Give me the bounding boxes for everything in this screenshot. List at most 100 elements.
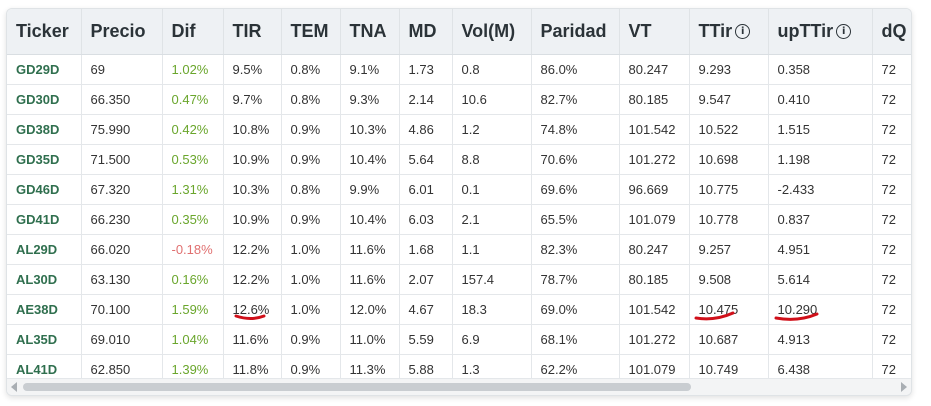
cell-paridad: 69.6% — [531, 174, 620, 205]
cell-ticker: AL35D — [7, 324, 82, 355]
cell-tir: 10.9% — [223, 204, 282, 235]
cell-tir: 12.6% — [223, 294, 282, 325]
cell-upttir: 10.290 — [768, 294, 873, 325]
cell-tir: 12.2% — [223, 264, 282, 295]
cell-tna: 11.0% — [340, 324, 400, 355]
cell-md: 6.01 — [399, 174, 453, 205]
cell-precio: 66.020 — [81, 234, 163, 265]
cell-vt: 80.247 — [619, 234, 690, 265]
cell-tem: 1.0% — [281, 264, 341, 295]
cell-dif: 0.42% — [162, 114, 224, 145]
info-icon[interactable]: i — [735, 24, 751, 39]
cell-tir: 10.9% — [223, 144, 282, 175]
cell-vt: 101.272 — [619, 144, 690, 175]
col-header-dq[interactable]: dQ — [872, 9, 911, 55]
cell-vt: 96.669 — [619, 174, 690, 205]
cell-upttir: -2.433 — [768, 174, 873, 205]
cell-upttir: 4.913 — [768, 324, 873, 355]
cell-ttir: 9.508 — [689, 264, 769, 295]
cell-md: 2.07 — [399, 264, 453, 295]
col-header-md[interactable]: MD — [399, 9, 453, 55]
cell-tir: 9.7% — [223, 84, 282, 115]
cell-paridad: 65.5% — [531, 204, 620, 235]
table-row[interactable]: AL35D 69.010 1.04% 11.6% 0.9% 11.0% 5.59 6.9 68.… — [7, 324, 911, 355]
cell-dif: 1.31% — [162, 174, 224, 205]
cell-vol: 0.1 — [452, 174, 532, 205]
cell-upttir: 1.515 — [768, 114, 873, 145]
cell-ticker: GD46D — [7, 174, 82, 205]
col-header-ttir[interactable]: TTir i — [689, 9, 769, 55]
cell-tem: 0.9% — [281, 204, 341, 235]
cell-upttir: 5.614 — [768, 264, 873, 295]
cell-paridad: 82.7% — [531, 84, 620, 115]
cell-paridad: 74.8% — [531, 114, 620, 145]
cell-vol: 1.2 — [452, 114, 532, 145]
cell-vol: 18.3 — [452, 294, 532, 325]
col-header-ticker[interactable]: Ticker — [7, 9, 82, 55]
cell-md: 4.67 — [399, 294, 453, 325]
cell-paridad: 78.7% — [531, 264, 620, 295]
cell-tem: 0.8% — [281, 54, 341, 85]
cell-tir: 10.3% — [223, 174, 282, 205]
table-row[interactable]: GD35D 71.500 0.53% 10.9% 0.9% 10.4% 5.64 8.8 70.… — [7, 144, 911, 175]
bond-table-card: Ticker Precio Dif TIR TEM TNA MD Vol(M) … — [6, 8, 912, 396]
col-header-tna[interactable]: TNA — [340, 9, 400, 55]
cell-upttir: 4.951 — [768, 234, 873, 265]
col-header-upttir[interactable]: upTTir i — [768, 9, 873, 55]
col-header-tir[interactable]: TIR — [223, 9, 282, 55]
cell-upttir: 0.837 — [768, 204, 873, 235]
cell-paridad: 82.3% — [531, 234, 620, 265]
cell-dq: 72 — [872, 84, 911, 115]
cell-dif: 0.53% — [162, 144, 224, 175]
cell-md: 1.73 — [399, 54, 453, 85]
cell-tir: 10.8% — [223, 114, 282, 145]
cell-precio: 66.230 — [81, 204, 163, 235]
cell-vol: 2.1 — [452, 204, 532, 235]
table-row[interactable]: GD41D 66.230 0.35% 10.9% 0.9% 10.4% 6.03 2.1 65.… — [7, 204, 911, 235]
cell-upttir: 0.410 — [768, 84, 873, 115]
table-row[interactable]: GD38D 75.990 0.42% 10.8% 0.9% 10.3% 4.86 1.2 74.… — [7, 114, 911, 145]
cell-ttir: 10.775 — [689, 174, 769, 205]
table-row[interactable]: AL29D 66.020 -0.18% 12.2% 1.0% 11.6% 1.68 1.1 82… — [7, 234, 911, 265]
scroll-thumb[interactable] — [23, 383, 691, 391]
cell-ttir: 10.475 — [689, 294, 769, 325]
table-row[interactable]: AL30D 63.130 0.16% 12.2% 1.0% 11.6% 2.07 157.4 7… — [7, 264, 911, 295]
table-row[interactable]: GD30D 66.350 0.47% 9.7% 0.8% 9.3% 2.14 10.6 82.7… — [7, 84, 911, 115]
col-header-tem[interactable]: TEM — [281, 9, 341, 55]
cell-tna: 10.4% — [340, 204, 400, 235]
cell-ticker: AL29D — [7, 234, 82, 265]
cell-ticker: GD35D — [7, 144, 82, 175]
cell-vt: 101.272 — [619, 324, 690, 355]
table-row[interactable]: GD46D 67.320 1.31% 10.3% 0.8% 9.9% 6.01 0.1 69.6… — [7, 174, 911, 205]
cell-precio: 67.320 — [81, 174, 163, 205]
cell-precio: 69.010 — [81, 324, 163, 355]
info-icon[interactable]: i — [836, 24, 852, 39]
cell-md: 5.59 — [399, 324, 453, 355]
cell-ttir: 9.547 — [689, 84, 769, 115]
cell-ttir: 10.687 — [689, 324, 769, 355]
horizontal-scrollbar[interactable] — [7, 378, 911, 395]
cell-dq: 72 — [872, 174, 911, 205]
cell-dif: -0.18% — [162, 234, 224, 265]
col-header-precio[interactable]: Precio — [81, 9, 163, 55]
col-header-vt[interactable]: VT — [619, 9, 690, 55]
cell-md: 1.68 — [399, 234, 453, 265]
cell-ttir: 10.698 — [689, 144, 769, 175]
table-row[interactable]: AE38D 70.100 1.59% 12.6% 1.0% 12.0% 4.67 18.3 69… — [7, 294, 911, 325]
cell-md: 4.86 — [399, 114, 453, 145]
cell-precio: 75.990 — [81, 114, 163, 145]
cell-dq: 72 — [872, 294, 911, 325]
cell-tna: 11.6% — [340, 234, 400, 265]
scroll-left-arrow-icon[interactable] — [11, 382, 17, 392]
col-header-dif[interactable]: Dif — [162, 9, 224, 55]
col-header-vol[interactable]: Vol(M) — [452, 9, 532, 55]
cell-dif: 1.02% — [162, 54, 224, 85]
table-row[interactable]: GD29D 69 1.02% 9.5% 0.8% 9.1% 1.73 0.8 86.0% 80.2… — [7, 54, 911, 85]
cell-vt: 101.542 — [619, 294, 690, 325]
cell-vol: 10.6 — [452, 84, 532, 115]
col-header-paridad[interactable]: Paridad — [531, 9, 620, 55]
cell-dif: 0.16% — [162, 264, 224, 295]
cell-precio: 70.100 — [81, 294, 163, 325]
scroll-right-arrow-icon[interactable] — [901, 382, 907, 392]
cell-vol: 6.9 — [452, 324, 532, 355]
